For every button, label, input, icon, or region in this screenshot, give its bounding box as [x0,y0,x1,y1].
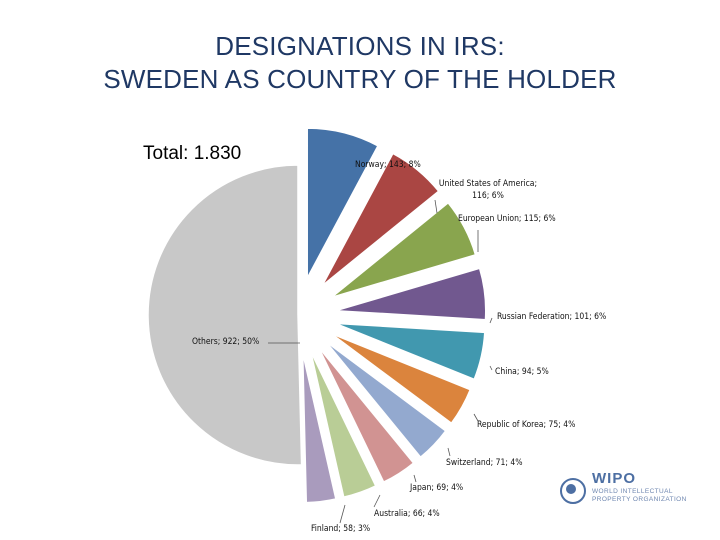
data-label-european-union: European Union; 115; 6% [458,214,556,224]
leader-line [473,413,479,422]
pie-slice-japan [317,346,415,484]
pie-slice-australia [309,350,377,499]
leader-line [434,199,438,214]
data-label-norway: Norway; 143; 8% [355,160,421,170]
wipo-emblem-icon [560,478,586,504]
wipo-logo: WIPO WORLD INTELLECTUAL PROPERTY ORGANIZ… [560,470,710,520]
leader-line [489,317,493,324]
pie-slice-norway [306,127,379,279]
data-label-russian-federation: Russian Federation; 101; 6% [497,312,606,322]
pie-slice-switzerland [324,340,447,459]
data-label-others: Others; 922; 50% [192,337,259,347]
leader-line [447,447,451,457]
pie-slice-russian-federation [335,267,487,321]
data-label-republic-of-korea: Republic of Korea; 75; 4% [477,420,575,430]
data-label-finland: Finland; 58; 3% [311,524,370,534]
pie-slice-united-states-of-america [321,152,440,287]
pie-slice-republic-of-korea [330,332,472,425]
pie-slice-china [334,322,486,381]
data-label-china: China; 94; 5% [495,367,549,377]
title-line-1: DESIGNATIONS IN IRS: [215,31,505,61]
leader-line [339,504,346,524]
data-label-japan: Japan; 69; 4% [409,483,463,493]
pie-slice-european-union [331,201,477,299]
leader-line [373,494,381,508]
pie-slice-finland [301,352,337,504]
chart-title: DESIGNATIONS IN IRS: SWEDEN AS COUNTRY O… [0,30,720,96]
data-label-australia: Australia; 66; 4% [374,509,440,519]
data-label-united-states-of-america: United States of America; 116; 6% [439,179,537,201]
data-label-switzerland: Switzerland; 71; 4% [446,458,522,468]
wipo-logo-subtitle: WORLD INTELLECTUAL PROPERTY ORGANIZATION [592,488,687,503]
total-label: Total: 1.830 [143,143,242,164]
leader-line [489,365,493,371]
leader-line [413,474,417,483]
pie-slice-others [147,164,303,466]
title-line-2: SWEDEN AS COUNTRY OF THE HOLDER [103,64,617,94]
wipo-logo-name: WIPO [592,470,636,487]
